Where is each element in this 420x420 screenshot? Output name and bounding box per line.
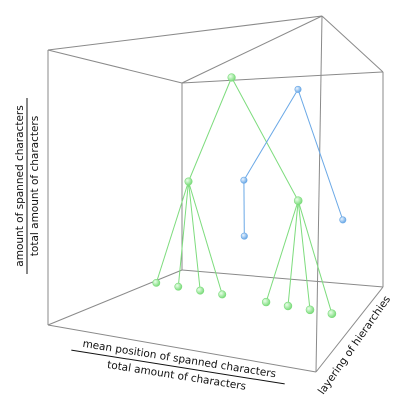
tree-node-point [152, 278, 161, 287]
tree-edge [177, 181, 189, 287]
tree-edge [188, 181, 201, 291]
tree-node-point [218, 290, 227, 299]
z-axis-label-text: layering of hierarchies [316, 294, 393, 397]
tree-node-point [261, 297, 271, 307]
z-axis-label: layering of hierarchies [316, 294, 393, 397]
box-edge [315, 286, 384, 373]
tree-node-point [305, 305, 315, 315]
tree-edge [297, 89, 344, 221]
tree-edge [265, 200, 299, 303]
tree-edge [155, 181, 189, 284]
tree-edge [231, 77, 299, 201]
tree-node-point [327, 309, 337, 319]
x-axis-label: mean position of spanned characters tota… [71, 338, 285, 393]
tree-edge [287, 200, 299, 307]
tree-edge [188, 77, 233, 182]
box-edge [181, 15, 323, 84]
tree-node-point [174, 282, 183, 291]
tree-edge [297, 200, 333, 314]
y-axis-label-numerator: amount of spanned characters [14, 105, 26, 266]
tree-node-point [227, 73, 236, 82]
y-axis-label: amount of spanned characters total amoun… [14, 98, 41, 274]
x-axis-fraction-bar [71, 349, 285, 385]
box-edge [47, 15, 323, 51]
box-edge [47, 269, 183, 326]
box-edge [47, 324, 317, 373]
box-edge [315, 15, 323, 373]
box-edge [181, 269, 384, 288]
tree-node-point [184, 177, 193, 186]
tree-node-point [196, 286, 205, 295]
plot-box [47, 15, 384, 373]
box-edge [181, 71, 384, 84]
y-axis-label-denominator: total amount of characters [29, 116, 41, 256]
box-edge [47, 49, 183, 84]
tree-node-point [339, 216, 347, 224]
tree-edge [243, 89, 299, 181]
tree-nodes [152, 73, 347, 319]
tree-edge [297, 200, 311, 310]
tree-node-point [293, 196, 303, 205]
tree-node-point [240, 176, 248, 184]
tree-node-point [240, 232, 248, 240]
tree-edges [155, 77, 344, 314]
tree-edge [188, 181, 223, 295]
box-edge [321, 15, 384, 73]
tree-node-point [283, 301, 293, 311]
tree-node-point [294, 85, 302, 93]
